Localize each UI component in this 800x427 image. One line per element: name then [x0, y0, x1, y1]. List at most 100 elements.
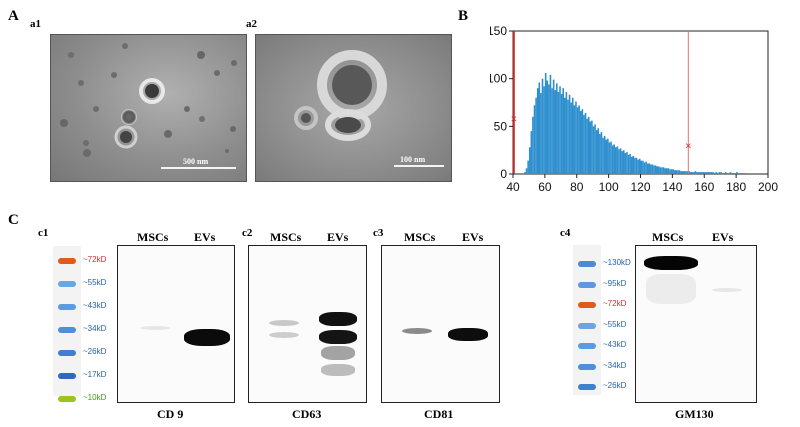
histogram-bar: [635, 157, 638, 174]
histogram-bar: [723, 173, 725, 174]
histogram-bar: [557, 92, 560, 174]
histogram-bar: [556, 83, 558, 174]
histogram-bar: [603, 135, 606, 174]
ladder-band: [578, 261, 596, 267]
histogram-bar: [721, 173, 724, 174]
histogram-bar: [686, 171, 689, 174]
histogram-bar: [737, 173, 740, 174]
histogram-bar: [640, 160, 643, 174]
histogram-bar: [528, 147, 531, 174]
ladder-label: ~43kD: [83, 301, 107, 310]
histogram-bar: [527, 160, 529, 174]
histogram-bar: [713, 173, 716, 174]
em-image-a1: 500 nm: [50, 34, 247, 182]
ladder-band: [578, 363, 596, 370]
histogram-bar: [666, 168, 668, 174]
col-msc-c2: MSCs: [270, 230, 302, 244]
y-tick-label: 0: [500, 167, 507, 181]
histogram-bar: [591, 120, 593, 174]
histogram-bar: [742, 173, 745, 174]
em-a1-scale-text: 500 nm: [183, 157, 209, 166]
histogram-bar: [712, 172, 714, 174]
histogram-bar: [739, 173, 741, 174]
histogram-bar: [530, 131, 533, 174]
histogram-bar: [656, 166, 659, 174]
histogram-bar: [731, 173, 733, 174]
histogram-bar: [707, 172, 710, 174]
histogram-bar: [592, 126, 595, 174]
panel-letter-c: C: [8, 212, 19, 228]
histogram-bar: [650, 164, 652, 174]
histogram-bar: [541, 78, 544, 174]
ladder-band: [578, 281, 596, 288]
col-msc-c4: MSCs: [652, 230, 684, 244]
histogram-bar: [681, 171, 684, 174]
histogram-bar: [694, 171, 697, 174]
histogram-bar: [715, 172, 717, 174]
histogram-bar: [701, 172, 703, 174]
histogram-bar: [597, 128, 600, 174]
histogram-bar: [697, 172, 700, 174]
histogram-bar: [602, 137, 604, 174]
ladder-c1: ~72kD ~55kD ~43kD ~34kD ~26kD ~17kD ~10kD: [53, 246, 106, 402]
band-cd63-ev-1: [319, 312, 357, 326]
histogram-bar: [662, 167, 665, 174]
marker-cross: ×: [511, 114, 517, 126]
histogram-bar: [560, 93, 563, 174]
band-cd81-ev: [448, 328, 488, 341]
histogram-bar: [672, 169, 674, 174]
histogram-bar: [696, 172, 698, 174]
col-ev-c2: EVs: [327, 230, 349, 244]
histogram-bar: [570, 102, 572, 174]
histogram-bar: [624, 153, 627, 174]
histogram-bar: [691, 172, 694, 174]
histogram-bar: [627, 154, 630, 174]
ladder-label: ~26kD: [603, 381, 627, 390]
histogram-bar: [726, 173, 729, 174]
blot-c1-label: c1: [38, 227, 49, 239]
band-gm130-ev: [712, 288, 742, 292]
histogram-bar: [632, 155, 635, 174]
histogram-bar: [621, 151, 623, 174]
histogram-bar: [564, 97, 566, 174]
histogram-bar: [554, 90, 557, 174]
histogram-bar: [717, 173, 719, 174]
histogram-bar: [587, 116, 590, 174]
band-cd63-msc-2: [269, 332, 299, 338]
histogram-bar: [651, 164, 654, 174]
histogram-bar: [718, 172, 721, 174]
ladder-label: ~95kD: [603, 278, 627, 288]
histogram-bar: [693, 172, 695, 174]
histogram-bar: [613, 144, 615, 174]
ladder-band: [58, 281, 76, 287]
histogram-bar: [728, 173, 730, 174]
ladder-label: ~43kD: [603, 340, 627, 349]
ladder-band: [58, 373, 76, 379]
histogram-bar: [705, 172, 708, 174]
caption-cd9: CD 9: [157, 407, 184, 421]
y-tick-label: 150: [490, 24, 507, 38]
histogram-bar: [533, 105, 536, 174]
histogram-bar: [568, 94, 571, 174]
histogram-bar: [688, 171, 690, 174]
histogram-bar: [538, 82, 541, 174]
histogram-bar: [618, 149, 620, 174]
histogram-bar: [575, 101, 577, 174]
band-cd63-ev-2: [319, 330, 357, 344]
histogram-bar: [583, 114, 585, 174]
histogram-bar: [599, 133, 601, 174]
histogram-bar: [680, 171, 682, 174]
x-tick-label: 200: [758, 180, 778, 194]
histogram-bar: [658, 166, 660, 174]
histogram-bar: [535, 97, 537, 174]
ladder-c4: ~130kD ~95kD ~72kD ~55kD ~43kD ~34kD ~26kD: [573, 245, 631, 395]
histogram-bar: [642, 160, 644, 174]
histogram-bar: [524, 172, 526, 174]
histogram-bar: [710, 172, 713, 174]
histogram-bar: [720, 172, 722, 174]
histogram-bar: [576, 107, 579, 174]
histogram-bar: [732, 173, 735, 174]
ladder-band: [58, 350, 76, 356]
histogram-bar: [634, 157, 636, 174]
ladder-band: [578, 322, 596, 329]
